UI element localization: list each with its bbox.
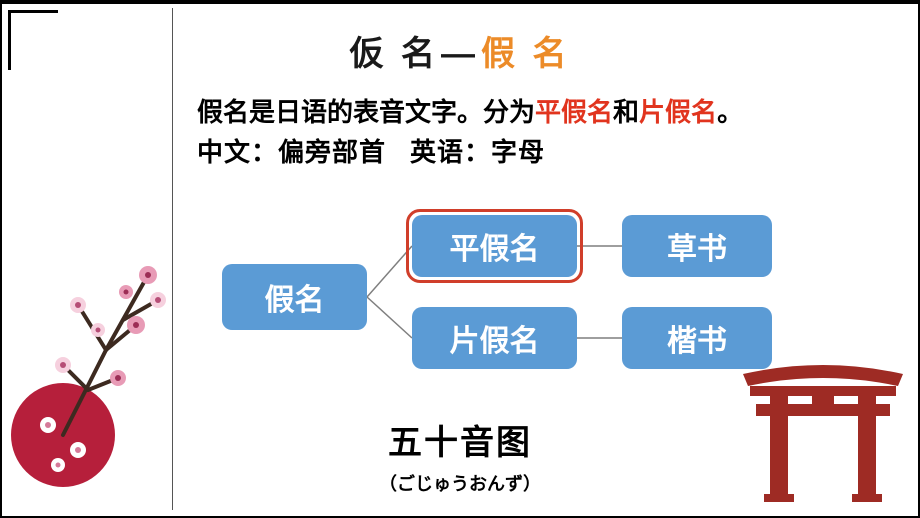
desc-english: 英语：字母 <box>410 137 545 167</box>
node-hiragana-label: 平假名 <box>450 224 540 268</box>
bottom-title: 五十音图 <box>2 415 918 464</box>
desc-conj: 和 <box>613 97 639 127</box>
title-right: 假 名 <box>481 35 570 73</box>
desc-chinese: 中文：偏旁部首 <box>197 137 386 167</box>
desc-line-2: 中文：偏旁部首英语：字母 <box>197 134 888 172</box>
node-kaishu: 楷书 <box>622 307 772 369</box>
description-block: 假名是日语的表音文字。分为平假名和片假名。 中文：偏旁部首英语：字母 <box>197 94 888 171</box>
node-katakana: 片假名 <box>412 307 577 369</box>
paren-close: ） <box>523 474 541 494</box>
bottom-subtitle: （ごじゅうおんず） <box>2 470 918 496</box>
node-hiragana: 平假名 <box>412 215 577 277</box>
node-kaishu-label: 楷书 <box>667 316 727 360</box>
kana-diagram: 假名 平假名 草书 片假名 楷书 <box>202 209 822 409</box>
title-left: 仮 名 <box>350 35 439 73</box>
node-root-label: 假名 <box>265 275 325 319</box>
cherry-blossom-decoration <box>8 230 178 510</box>
desc-line-1: 假名是日语的表音文字。分为平假名和片假名。 <box>197 94 888 132</box>
desc-tail: 。 <box>717 97 743 127</box>
node-root-kana: 假名 <box>222 264 367 330</box>
bottom-sub-text: ごじゅうおんず <box>397 474 523 494</box>
node-katakana-label: 片假名 <box>450 316 540 360</box>
node-caoshu-label: 草书 <box>667 224 727 268</box>
page-title: 仮 名—假 名 <box>2 26 918 75</box>
node-caoshu: 草书 <box>622 215 772 277</box>
desc-highlight-katakana: 片假名 <box>639 97 717 127</box>
paren-open: （ <box>379 474 397 494</box>
desc-pre: 假名是日语的表音文字。分为 <box>197 97 535 127</box>
desc-highlight-hiragana: 平假名 <box>535 97 613 127</box>
title-dash: — <box>441 35 479 73</box>
